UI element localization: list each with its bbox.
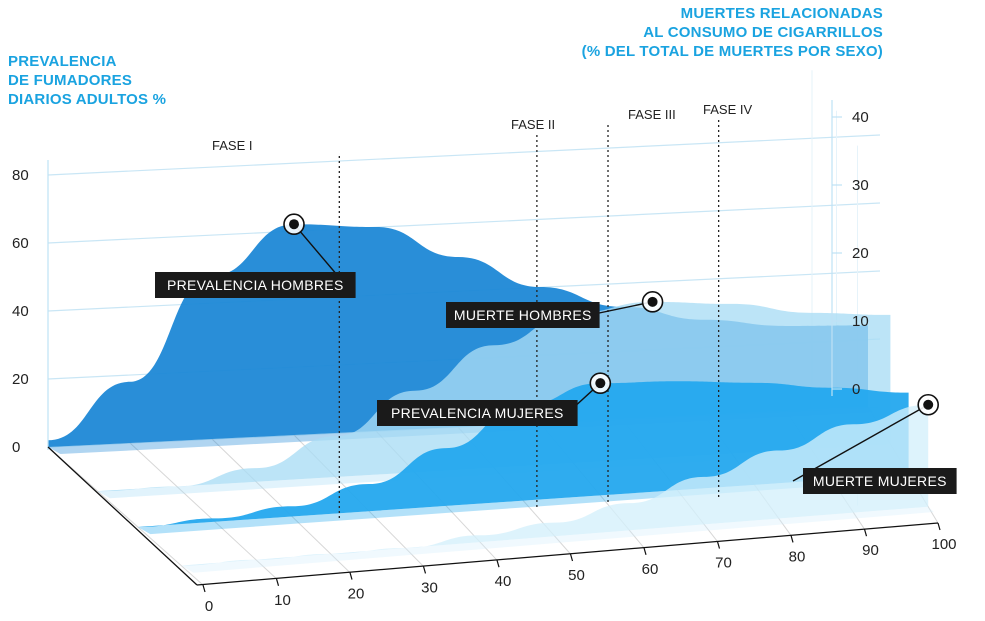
callout-box [803, 468, 957, 494]
callout-marker-dot [647, 296, 658, 307]
x-axis-tick-label: 70 [715, 555, 732, 572]
left-axis-tick-label: 0 [12, 439, 20, 456]
x-axis-tick [937, 522, 941, 531]
x-axis-tick [863, 529, 868, 537]
x-axis-tick-label: 100 [931, 536, 956, 553]
right-axis-tick-label: 0 [852, 381, 860, 398]
callout-label: MUERTE HOMBRES [454, 307, 592, 323]
x-axis-tick-label: 90 [862, 542, 879, 559]
callout-marker-dot [595, 378, 606, 389]
right-axis-tick-label: 30 [852, 177, 869, 194]
floor-gridline [47, 446, 204, 586]
x-axis-tick [496, 560, 500, 568]
right-axis-tick-label: 20 [852, 245, 869, 262]
left-axis-title-line-2: DE FUMADORES [8, 72, 133, 89]
floor-gridline [129, 442, 277, 580]
x-axis-line [196, 522, 939, 586]
left-axis-title-line-3: DIARIOS ADULTOS % [8, 91, 167, 108]
right-axis-tick-label: 40 [852, 109, 869, 126]
x-axis-tick-label: 20 [348, 586, 365, 603]
right-axis-title-line-2: AL CONSUMO DE CIGARRILLOS [643, 24, 883, 41]
x-axis-tick-label: 40 [495, 573, 512, 590]
right-axis-title-line-3: (% DEL TOTAL DE MUERTES POR SEXO) [581, 43, 883, 60]
x-axis-tick [716, 541, 721, 549]
series-area [137, 381, 909, 528]
callout-box [155, 272, 356, 298]
callout-box [446, 302, 600, 328]
series-area [181, 404, 929, 566]
left-axis-title: PREVALENCIA DE FUMADORES DIARIOS ADULTOS… [8, 52, 208, 109]
phase-label: FASE III [628, 107, 676, 122]
axes: 0 20 40 60 80 0 10 20 30 40 0 10 20 30 40 50 60 70 80 90 100 [12, 100, 957, 615]
left-axis-tick-label: 60 [12, 235, 29, 252]
phase-label: FASE I [212, 138, 252, 153]
left-axis-tick-label: 80 [12, 167, 29, 184]
left-axis-tick-label: 20 [12, 371, 29, 388]
left-axis-title-line-1: PREVALENCIA [8, 53, 117, 70]
left-axis-tick-label: 40 [12, 303, 29, 320]
callout-marker-dot [923, 399, 934, 410]
x-axis-tick [643, 547, 647, 555]
phase-label: FASE II [511, 117, 555, 132]
x-axis-tick-label: 50 [568, 567, 585, 584]
phase-label: FASE IV [703, 102, 752, 117]
gridline [47, 134, 881, 176]
phase-markers: FASE I FASE II FASE III FASE IV [212, 102, 752, 521]
callout-label: PREVALENCIA MUJERES [391, 405, 564, 421]
x-axis-tick [202, 584, 206, 593]
gridline [47, 202, 881, 244]
x-axis-tick-label: 30 [421, 579, 438, 596]
x-axis-tick [349, 572, 353, 580]
right-axis-title-line-1: MUERTES RELACIONADAS [680, 5, 883, 22]
x-axis-tick [569, 553, 574, 562]
right-axis-tick-label: 10 [852, 313, 869, 330]
x-axis-tick [422, 566, 427, 574]
x-axis-tick [790, 535, 794, 543]
callout-label: MUERTE MUJERES [813, 473, 947, 489]
callout-marker-dot [289, 219, 299, 230]
right-axis-title: MUERTES RELACIONADAS AL CONSUMO DE CIGAR… [463, 4, 883, 61]
floor-gridline [211, 438, 351, 573]
x-axis-tick-label: 0 [205, 598, 213, 615]
x-axis-tick [275, 578, 280, 586]
x-axis-tick-label: 10 [274, 592, 291, 609]
depth-axis-line [47, 446, 198, 586]
callouts: PREVALENCIA HOMBRES MUERTE HOMBRES PREVALE… [155, 213, 957, 494]
callout-label: PREVALENCIA HOMBRES [167, 277, 344, 293]
series-slab [181, 506, 934, 573]
callout-box [377, 400, 578, 426]
x-axis-tick-label: 80 [789, 548, 806, 565]
x-axis-tick-label: 60 [642, 561, 659, 578]
